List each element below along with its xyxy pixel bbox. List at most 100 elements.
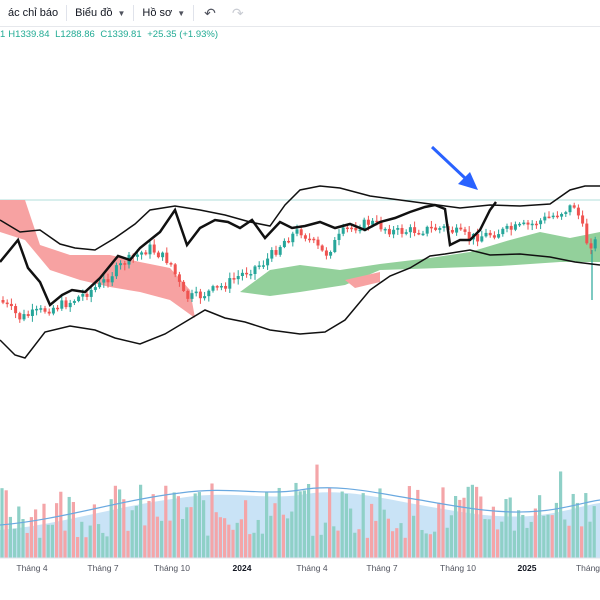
top-toolbar: ác chỉ báo Biểu đồ ▼ Hồ sơ ▼ ↶ ↷ [0, 0, 600, 27]
candle-body [534, 223, 538, 226]
volume-bar [365, 537, 369, 558]
charts-menu-button[interactable]: Biểu đồ ▼ [67, 0, 133, 26]
volume-bar [168, 520, 172, 558]
candle-body [228, 278, 232, 289]
candle-body [505, 225, 509, 229]
volume-bar [433, 531, 437, 558]
volume-bar [113, 485, 117, 558]
volume-bar [59, 491, 63, 558]
volume-bar [46, 524, 50, 558]
candle-body [337, 233, 341, 240]
charts-menu-label: Biểu đồ [75, 7, 113, 19]
volume-bar [105, 536, 109, 558]
volume-bar [101, 532, 105, 558]
candle-body [68, 302, 72, 308]
candle-body [26, 314, 30, 316]
indicators-button[interactable]: ác chỉ báo [0, 0, 66, 26]
candle-body [119, 263, 123, 266]
candle-body [18, 313, 22, 320]
candle-body [345, 227, 349, 230]
chevron-down-icon: ▼ [117, 8, 126, 18]
candle-body [593, 239, 597, 249]
volume-bar [344, 493, 348, 558]
candle-body [396, 228, 400, 230]
candle-body [249, 273, 253, 276]
volume-bar [122, 499, 126, 558]
volume-bar [470, 484, 474, 558]
volume-bar [185, 507, 189, 558]
volume-bar [584, 493, 588, 558]
candle-body [417, 232, 421, 235]
volume-bar [202, 500, 206, 558]
volume-bar [437, 502, 441, 558]
candle-body [207, 290, 211, 297]
redo-icon[interactable]: ↷ [231, 4, 244, 21]
volume-bar [281, 514, 285, 558]
volume-bar [244, 500, 248, 558]
profile-menu-button[interactable]: Hồ sơ ▼ [134, 0, 193, 26]
volume-bar [521, 514, 525, 558]
candle-body [383, 228, 387, 231]
volume-bar [155, 516, 159, 558]
volume-bar [416, 489, 420, 558]
candle-body [404, 232, 408, 234]
volume-bar [21, 519, 25, 558]
candle-body [476, 233, 480, 242]
ichimoku-cloud [0, 200, 600, 318]
volume-bar [130, 510, 134, 558]
volume-bar [349, 508, 353, 558]
volume-bar [302, 490, 306, 558]
candle-body [270, 250, 274, 259]
candle-body [303, 235, 307, 239]
candle-body [576, 207, 580, 216]
candle-body [408, 227, 412, 233]
volume-bar [542, 515, 546, 558]
volume-bar [25, 532, 29, 558]
volume-bar [487, 519, 491, 558]
candle-body [173, 264, 177, 275]
candle-body [152, 244, 156, 253]
time-axis: Tháng 4 Tháng 7 Tháng 10 2024 Tháng 4 Tháng 7… [16, 563, 600, 573]
candle-body [362, 219, 366, 230]
candle-body [341, 227, 345, 234]
candle-body [56, 307, 60, 310]
volume-bar [466, 486, 470, 558]
candle-body [463, 229, 467, 232]
candle-body [245, 272, 249, 275]
candle-body [30, 309, 34, 316]
candle-body [77, 296, 81, 302]
time-axis-label: Tháng 7 [366, 563, 397, 573]
indicators-label: ác chỉ báo [8, 7, 59, 19]
volume-bar [88, 525, 92, 558]
candle-body [257, 265, 261, 267]
candle-body [312, 238, 316, 241]
candle-body [488, 232, 492, 236]
volume-bar [71, 502, 75, 558]
volume-bar [420, 529, 424, 558]
volume-bar [399, 523, 403, 558]
candle-body [354, 227, 358, 231]
volume-bar [239, 519, 243, 558]
toolbar-divider [66, 5, 68, 21]
candle-body [43, 308, 47, 312]
volume-bar [151, 494, 155, 558]
candle-body [400, 228, 404, 234]
volume-bar [231, 529, 235, 558]
drawn-price-line [0, 201, 497, 308]
volume-bar [475, 486, 479, 558]
volume-bar [508, 497, 512, 558]
volume-bar [319, 534, 323, 558]
candle-body [177, 274, 181, 282]
volume-bar [172, 492, 176, 558]
candle-body [350, 227, 354, 230]
candle-body [560, 213, 564, 217]
candle-body [9, 303, 13, 307]
candle-body [564, 212, 568, 214]
volume-bar [374, 520, 378, 558]
volume-bar [34, 509, 38, 558]
candle-body [211, 286, 215, 291]
undo-icon[interactable]: ↶ [204, 4, 216, 21]
volume-bar [496, 529, 500, 558]
candle-body [98, 282, 102, 288]
